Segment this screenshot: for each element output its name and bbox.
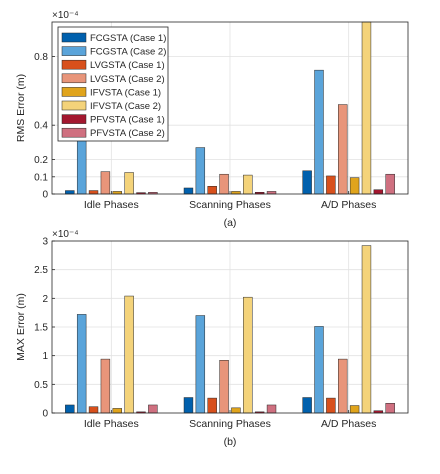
rms-bar bbox=[361, 21, 372, 195]
rms-bar bbox=[65, 190, 75, 195]
max-bar bbox=[207, 397, 217, 414]
panel-b-label: (b) bbox=[224, 436, 237, 448]
max-category-label: A/D Phases bbox=[321, 418, 376, 430]
legend-swatch bbox=[61, 100, 87, 111]
legend-swatch bbox=[61, 32, 87, 43]
rms-bars bbox=[65, 21, 395, 195]
max-y-tick-label: 2 bbox=[42, 294, 48, 305]
max-bar bbox=[243, 296, 253, 414]
rms-bar bbox=[183, 187, 194, 195]
max-bar bbox=[361, 245, 372, 414]
rms-y-tick-label: 0.2 bbox=[34, 155, 48, 166]
max-bar bbox=[183, 397, 194, 414]
panel-a-label: (a) bbox=[224, 217, 237, 229]
max-bar bbox=[76, 314, 87, 414]
max-category-label: Idle Phases bbox=[84, 418, 139, 430]
max-bar bbox=[302, 397, 312, 414]
max-bar bbox=[112, 408, 122, 414]
rms-bar bbox=[302, 170, 312, 195]
rms-category-label: Idle Phases bbox=[84, 199, 139, 211]
legend: FCGSTA (Case 1) FCGSTA (Case 2) LVGSTA (Ca… bbox=[57, 26, 169, 142]
rms-bar bbox=[243, 174, 253, 195]
legend-entry-label: IFVSTA (Case 2) bbox=[90, 101, 161, 112]
rms-error-chart: 0 0.1 0.2 0.4 0.8 Idle Phases Scanning Phases A… bbox=[15, 10, 409, 229]
rms-bar bbox=[326, 175, 336, 195]
max-bar bbox=[231, 407, 241, 414]
max-bars bbox=[65, 245, 395, 414]
legend-swatch bbox=[61, 127, 87, 138]
legend-entry-label: IFVSTA (Case 1) bbox=[90, 87, 161, 98]
rms-bar bbox=[349, 177, 360, 195]
max-exponent-label: ×10⁻⁴ bbox=[52, 229, 79, 240]
legend-entry-label: LVGSTA (Case 1) bbox=[90, 60, 165, 71]
rms-bar bbox=[219, 173, 229, 195]
max-y-tick-label: 2.5 bbox=[34, 265, 48, 276]
max-bar bbox=[326, 397, 336, 414]
max-bar bbox=[65, 404, 75, 414]
max-error-chart: 0 0.5 1 1.5 2 2.5 3 Idle Phases Scanning Phases A… bbox=[15, 229, 409, 448]
max-bar bbox=[195, 315, 206, 414]
rms-ticks: 0 0.1 0.2 0.4 0.8 Idle Phases Scanning Phases A… bbox=[34, 52, 376, 211]
max-bar bbox=[385, 403, 395, 414]
max-bar bbox=[124, 295, 134, 414]
max-bar bbox=[148, 404, 158, 414]
max-bar bbox=[100, 358, 111, 414]
rms-category-label: Scanning Phases bbox=[189, 199, 271, 211]
legend-entry-label: PFVSTA (Case 2) bbox=[90, 128, 165, 139]
legend-entry-label: FCGSTA (Case 1) bbox=[90, 33, 166, 44]
rms-y-tick-label: 0.1 bbox=[34, 172, 48, 183]
rms-y-tick-label: 0 bbox=[42, 190, 48, 201]
max-y-tick-label: 0 bbox=[42, 409, 48, 420]
max-bar bbox=[219, 360, 229, 414]
max-y-tick-label: 3 bbox=[42, 237, 48, 248]
rms-bar bbox=[76, 140, 87, 195]
max-bar bbox=[314, 326, 324, 414]
rms-category-label: A/D Phases bbox=[321, 199, 376, 211]
rms-bar bbox=[195, 147, 206, 195]
rms-bar bbox=[385, 173, 395, 195]
max-y-tick-label: 1.5 bbox=[34, 323, 48, 334]
rms-bar bbox=[314, 69, 324, 195]
max-bar bbox=[266, 404, 277, 414]
rms-bar bbox=[338, 104, 348, 195]
rms-bar bbox=[88, 190, 99, 195]
max-bar bbox=[88, 406, 99, 414]
max-bar bbox=[338, 358, 348, 414]
max-bar bbox=[349, 405, 360, 414]
rms-bar bbox=[124, 172, 134, 195]
rms-y-tick-label: 0.4 bbox=[34, 121, 48, 132]
legend-entry-label: PFVSTA (Case 1) bbox=[90, 115, 165, 126]
max-y-tick-label: 1 bbox=[42, 351, 48, 362]
rms-bar bbox=[100, 171, 111, 195]
rms-y-tick-label: 0.8 bbox=[34, 52, 48, 63]
legend-swatch bbox=[61, 73, 87, 84]
rms-bar bbox=[373, 189, 384, 195]
legend-swatch bbox=[61, 59, 87, 70]
legend-entry-label: LVGSTA (Case 2) bbox=[90, 74, 165, 85]
max-y-axis-label: MAX Error (m) bbox=[15, 293, 27, 361]
legend-swatch bbox=[61, 114, 87, 124]
rms-bar bbox=[207, 186, 217, 195]
legend-swatch bbox=[61, 87, 87, 97]
legend-entry-label: FCGSTA (Case 2) bbox=[90, 47, 166, 58]
legend-swatch bbox=[61, 46, 87, 56]
max-y-tick-label: 0.5 bbox=[34, 380, 48, 391]
max-ticks: 0 0.5 1 1.5 2 2.5 3 Idle Phases Scanning Phases A… bbox=[34, 237, 376, 431]
max-category-label: Scanning Phases bbox=[189, 418, 271, 430]
rms-y-axis-label: RMS Error (m) bbox=[15, 74, 27, 142]
rms-exponent-label: ×10⁻⁴ bbox=[52, 10, 79, 21]
